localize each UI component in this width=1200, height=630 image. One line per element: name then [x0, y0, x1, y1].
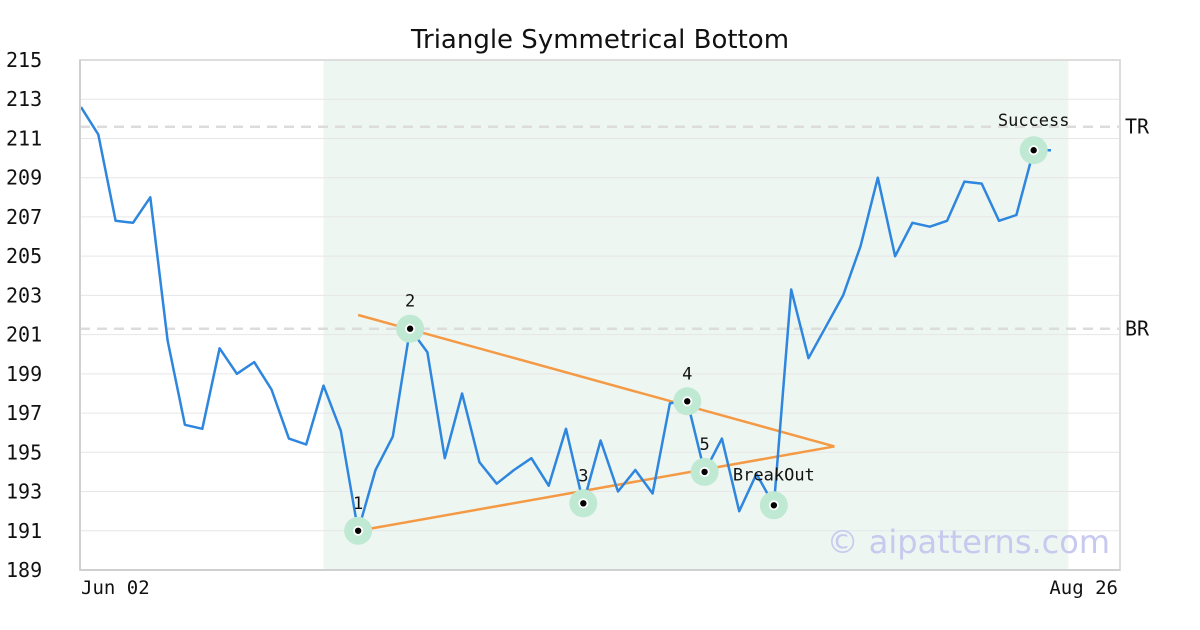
y-tick-label: 209 [6, 166, 42, 190]
point-marker-dot [406, 325, 414, 332]
pattern-point-3: 3 [569, 466, 598, 518]
point-marker-dot [354, 527, 362, 534]
point-label: 1 [353, 494, 363, 514]
trendline-support [357, 445, 835, 533]
point-marker-dot [1030, 147, 1037, 154]
point-label: 5 [699, 435, 709, 455]
y-tick-label: 203 [6, 283, 42, 307]
pattern-point-1: 1 [344, 494, 373, 545]
x-tick-label-start: Jun 02 [81, 577, 150, 599]
y-tick-label: 191 [6, 519, 42, 543]
y-tick-label: 211 [6, 126, 42, 150]
point-marker-dot [684, 398, 691, 405]
y-tick-label: 197 [6, 401, 42, 425]
price-line [79, 106, 1051, 533]
reference-lines: TR BR [80, 115, 1150, 341]
triangle-pattern-lines [357, 313, 835, 533]
point-label: BreakOut [733, 465, 815, 485]
y-tick-label: 199 [6, 362, 42, 386]
pattern-region [323, 60, 1069, 570]
point-marker-dot [701, 468, 708, 476]
point-label: 3 [578, 466, 588, 486]
y-tick-label: 189 [6, 558, 42, 582]
watermark: © aipatterns.com [827, 523, 1110, 561]
point-label: 4 [682, 364, 692, 384]
y-tick-label: 213 [6, 87, 42, 111]
pattern-point-breakout: BreakOut [733, 465, 815, 520]
point-label: Success [998, 111, 1070, 131]
y-tick-label: 195 [6, 440, 42, 464]
pattern-point-5: 5 [690, 435, 719, 486]
pattern-point-4: 4 [673, 364, 702, 416]
reference-label-br: BR [1125, 317, 1150, 341]
y-tick-label: 193 [6, 480, 42, 504]
y-tick-label: 207 [6, 205, 42, 229]
y-tick-label: 205 [6, 244, 42, 268]
axes: 1891911931951971992012032052072092112132… [6, 48, 1121, 599]
y-tick-label: 201 [6, 323, 42, 347]
price-series [79, 106, 1051, 533]
point-marker-dot [580, 500, 587, 507]
pattern-point-2: 2 [396, 292, 425, 343]
plot-background [80, 60, 1120, 570]
x-tick-label-end: Aug 26 [1049, 577, 1118, 599]
pattern-points: 1 2 3 4 5 BreakOut Success [344, 111, 1070, 545]
point-label: 2 [405, 292, 415, 312]
point-marker-dot [770, 502, 778, 509]
trendline-resistance [357, 313, 835, 448]
pattern-point-success: Success [998, 111, 1070, 165]
reference-label-tr: TR [1125, 115, 1150, 139]
y-tick-label: 215 [6, 48, 42, 72]
chart-title: Triangle Symmetrical Bottom [410, 25, 789, 55]
